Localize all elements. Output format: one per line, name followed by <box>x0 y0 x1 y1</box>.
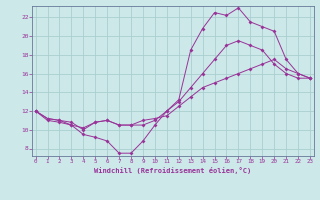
X-axis label: Windchill (Refroidissement éolien,°C): Windchill (Refroidissement éolien,°C) <box>94 167 252 174</box>
